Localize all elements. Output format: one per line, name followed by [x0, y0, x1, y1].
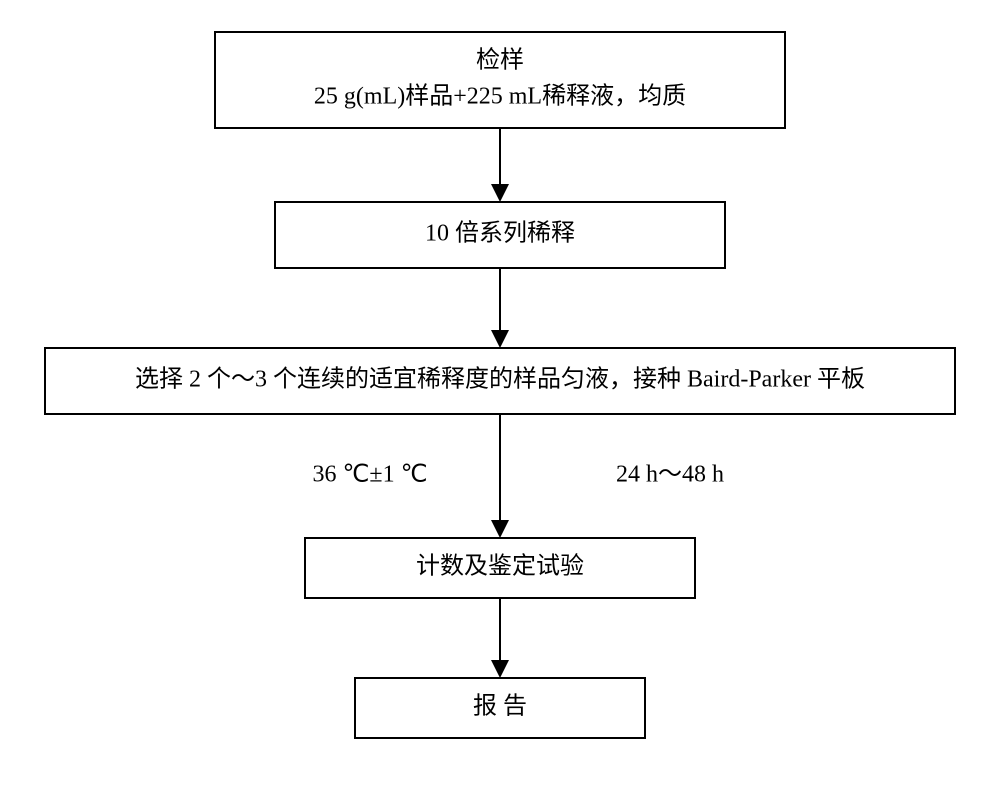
flow-box-text: 报 告 — [473, 693, 527, 720]
arrow-head-icon — [491, 660, 509, 678]
arrow-label: 24 h～48 h — [616, 462, 724, 488]
flow-box-text: 25 g(mL)样品+225 mL稀释液，均质 — [314, 83, 686, 110]
labels-layer: 36 ℃±1 ℃ 24 h～48 h — [312, 462, 724, 488]
flow-box-text: 10 倍系列稀释 — [425, 220, 575, 247]
flow-box-b1 — [215, 32, 785, 128]
arrow-head-icon — [491, 184, 509, 202]
arrow-head-icon — [491, 520, 509, 538]
flow-box-text: 检样 — [476, 47, 524, 74]
flowchart: 检样 25 g(mL)样品+225 mL稀释液，均质 10 倍系列稀释选择 2 个～… — [0, 0, 1000, 790]
flow-box-text: 计数及鉴定试验 — [416, 553, 584, 580]
flow-box-text: 选择 2 个～3 个连续的适宜稀释度的样品匀液，接种 Baird-Parker … — [135, 366, 865, 393]
arrow-label: 36 ℃±1 ℃ — [312, 462, 427, 488]
arrow-head-icon — [491, 330, 509, 348]
